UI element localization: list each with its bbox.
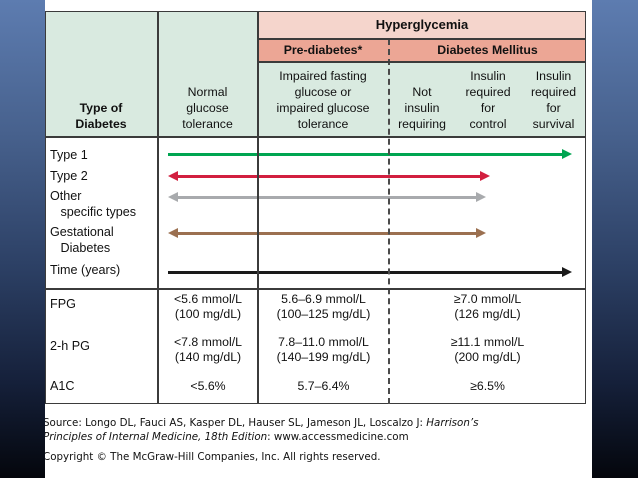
gestational-diabetes-arrow [168, 227, 486, 238]
dashed-divider [388, 39, 390, 404]
row-divider-hyperglycemia [258, 38, 586, 40]
type-2-arrow [168, 170, 490, 181]
header-green-left-fill [45, 11, 258, 137]
other-specific-types-label: Other specific types [50, 189, 137, 219]
value-diabetes: ≥11.1 mmol/L (200 mg/dL) [450, 335, 525, 364]
header-normal-glucose-tolerance: Normal glucose tolerance [182, 85, 233, 131]
type-2-label: Type 2 [50, 169, 88, 183]
header-green-right-fill [258, 62, 586, 137]
gestational-diabetes-label: Gestational Diabetes [50, 225, 114, 255]
source-line-1: Source: Longo DL, Fauci AS, Kasper DL, H… [45, 417, 479, 429]
header-not-insulin-requiring: Not insulin requiring [398, 85, 446, 131]
header-prediabetes: Pre-diabetes* [283, 43, 363, 57]
value-row-label: A1C [50, 379, 75, 393]
header-insulin-required-survival: Insulin required for survival [530, 69, 577, 131]
header-hyperglycemia: Hyperglycemia [375, 16, 469, 32]
other-specific-types-arrow [168, 191, 486, 202]
book-title-italic: Harrison’s [426, 417, 479, 429]
value-prediabetes: 5.7–6.4% [297, 379, 350, 393]
value-normal: <5.6% [190, 379, 226, 393]
time-years-arrowhead-right [562, 266, 572, 277]
diagram-section: Type 1 Type 2 Other specific types Gestatio… [45, 0, 592, 478]
gestational-diabetes-arrowhead-right [476, 227, 486, 238]
source-line-2: Principles of Internal Medicine, 18th Ed… [45, 431, 409, 443]
hyperglycemia-row-fill [258, 11, 586, 39]
header-insulin-required-control: Insulin required for control [465, 69, 511, 131]
row-divider-body-values [45, 288, 586, 290]
type-1-label: Type 1 [50, 148, 88, 162]
header-type-of-diabetes: Type of Diabetes [75, 101, 127, 131]
value-normal: <5.6 mmol/L (100 mg/dL) [173, 292, 242, 321]
value-diabetes: ≥6.5% [470, 379, 505, 393]
header-impaired-glucose: Impaired fasting glucose or impaired glu… [276, 69, 370, 131]
value-row-label: 2-h PG [50, 339, 90, 353]
content-panel: Type of Diabetes Normal glucose toleranc… [45, 0, 592, 478]
source-attribution: Source: Longo DL, Fauci AS, Kasper DL, H… [45, 416, 592, 464]
other-specific-types-arrowhead-right [476, 191, 486, 202]
values-section: FPG <5.6 mmol/L (100 mg/dL) 5.6–6.9 mmol/L… [45, 0, 592, 478]
row-divider-subheader [258, 61, 586, 63]
column-divider-2 [257, 11, 259, 404]
value-prediabetes: 7.8–11.0 mmol/L (140–199 mg/dL) [276, 335, 371, 364]
type-1-arrow [168, 148, 572, 159]
value-prediabetes: 5.6–6.9 mmol/L (100–125 mg/dL) [276, 292, 371, 321]
book-edition-italic: Principles of Internal Medicine, 18th Ed… [45, 431, 268, 443]
type-1-arrowhead-right [562, 148, 572, 159]
column-divider-1 [157, 11, 159, 404]
time-years-label: Time (years) [50, 263, 121, 277]
header-diabetes-mellitus: Diabetes Mellitus [437, 43, 538, 57]
classification-table-border [45, 11, 586, 404]
gestational-diabetes-arrowhead-left [168, 227, 178, 238]
other-specific-types-arrowhead-left [168, 191, 178, 202]
type-2-arrowhead-left [168, 170, 178, 181]
value-normal: <7.8 mmol/L (140 mg/dL) [173, 335, 242, 364]
value-row-label: FPG [50, 297, 76, 311]
copyright-line: Copyright © The McGraw-Hill Companies, I… [45, 451, 381, 463]
value-diabetes: ≥7.0 mmol/L (126 mg/dL) [453, 292, 522, 321]
subheader-row-fill [258, 39, 586, 62]
row-divider-header-body [45, 136, 586, 138]
type-2-arrowhead-right [480, 170, 490, 181]
time-years-arrow [168, 266, 572, 277]
